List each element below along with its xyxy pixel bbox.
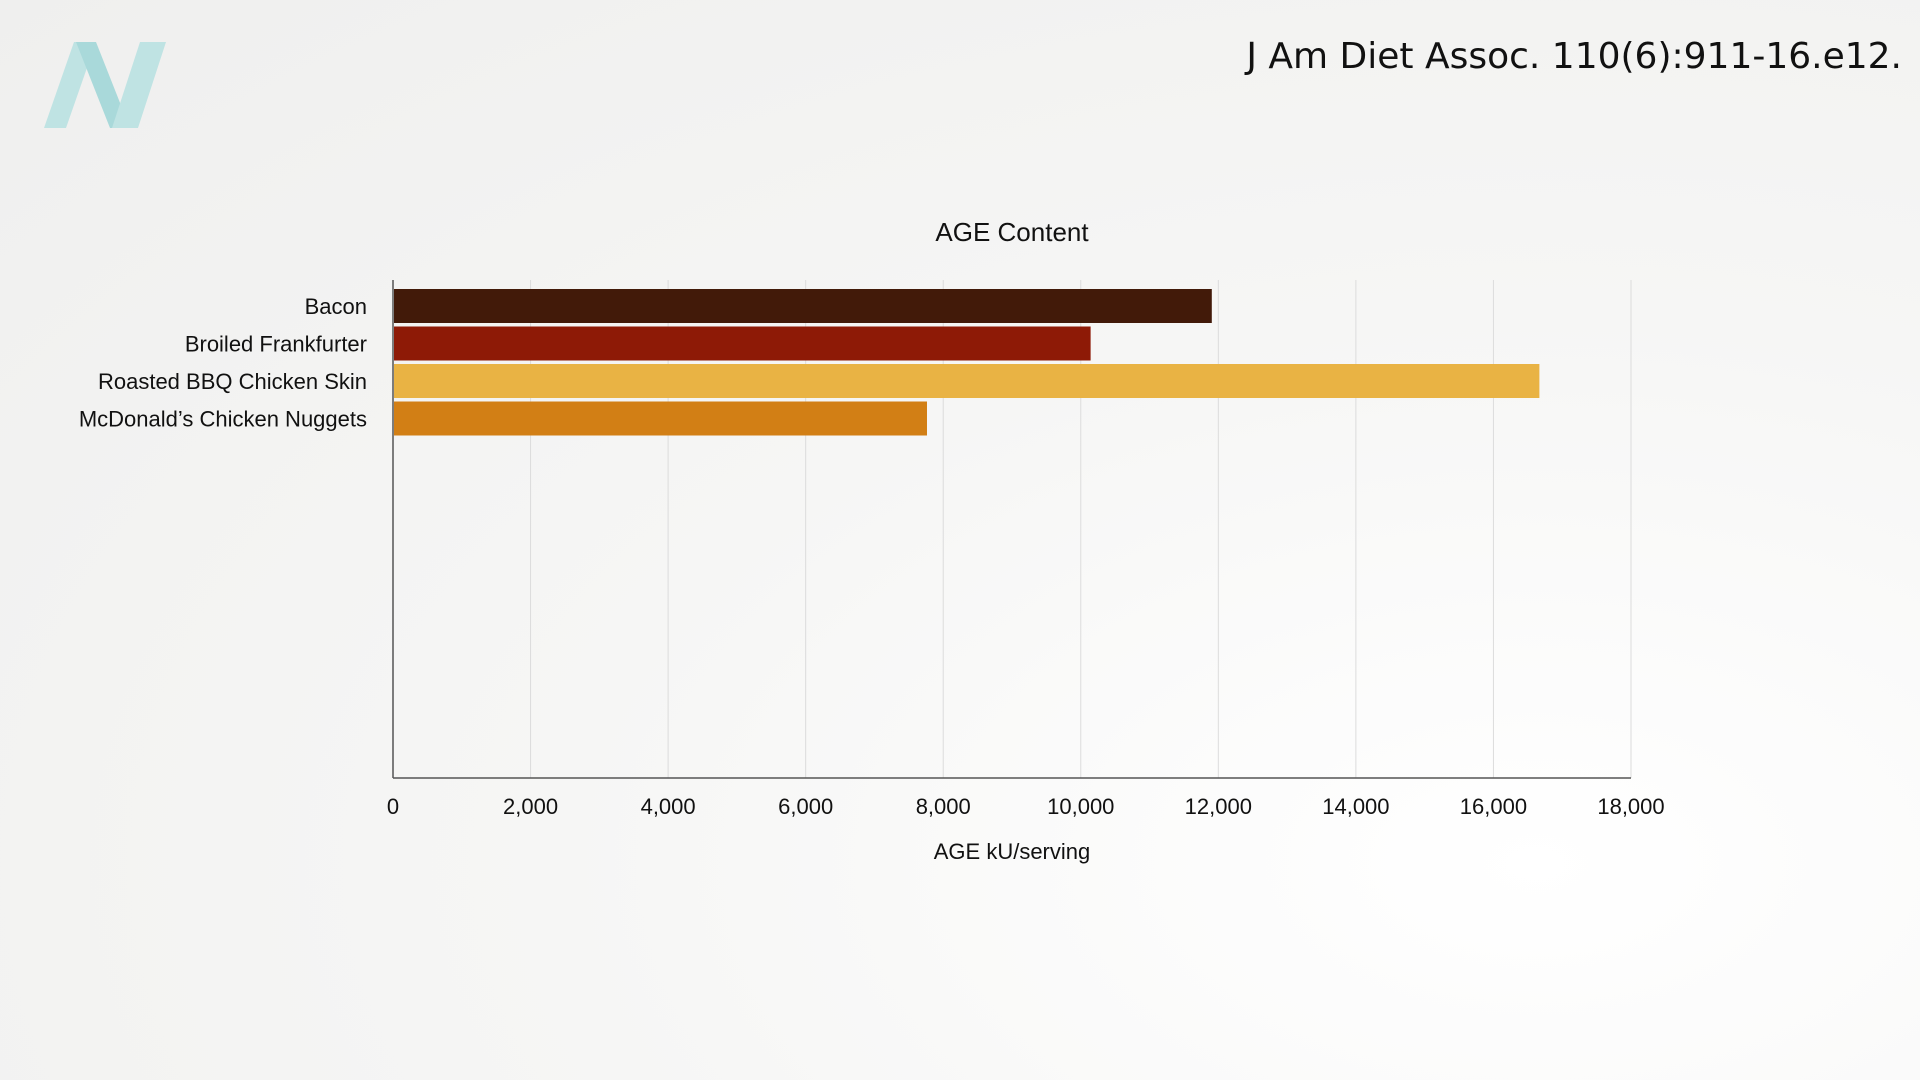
- chart-bars: [394, 289, 1540, 436]
- bar: [394, 364, 1540, 398]
- x-tick-label: 14,000: [1322, 794, 1389, 819]
- x-tick-label: 4,000: [641, 794, 696, 819]
- x-tick-label: 18,000: [1597, 794, 1664, 819]
- x-tick-label: 8,000: [916, 794, 971, 819]
- x-tick-label: 10,000: [1047, 794, 1114, 819]
- x-tick-label: 12,000: [1185, 794, 1252, 819]
- bar: [394, 326, 1091, 361]
- chart-axes: [392, 280, 1631, 779]
- chart-labels: 0 2,000 4,000 6,000 8,000 10,000 12,000 14,000 1…: [79, 294, 1665, 819]
- x-tick-label: 16,000: [1460, 794, 1527, 819]
- category-label: McDonald’s Chicken Nuggets: [79, 407, 367, 432]
- x-tick-label: 6,000: [778, 794, 833, 819]
- category-label: Bacon: [305, 294, 367, 319]
- x-tick-label: 0: [387, 794, 399, 819]
- chart-gridlines: [530, 280, 1632, 778]
- category-label: Roasted BBQ Chicken Skin: [98, 369, 367, 394]
- x-tick-label: 2,000: [503, 794, 558, 819]
- bar: [394, 289, 1212, 323]
- x-axis-label: AGE kU/serving: [934, 839, 1091, 864]
- bar: [394, 401, 927, 436]
- category-label: Broiled Frankfurter: [185, 332, 367, 357]
- chart-title: AGE Content: [935, 217, 1089, 247]
- brand-logo-icon: [44, 42, 166, 128]
- citation-text: J Am Diet Assoc. 110(6):911-16.e12.: [1246, 36, 1902, 77]
